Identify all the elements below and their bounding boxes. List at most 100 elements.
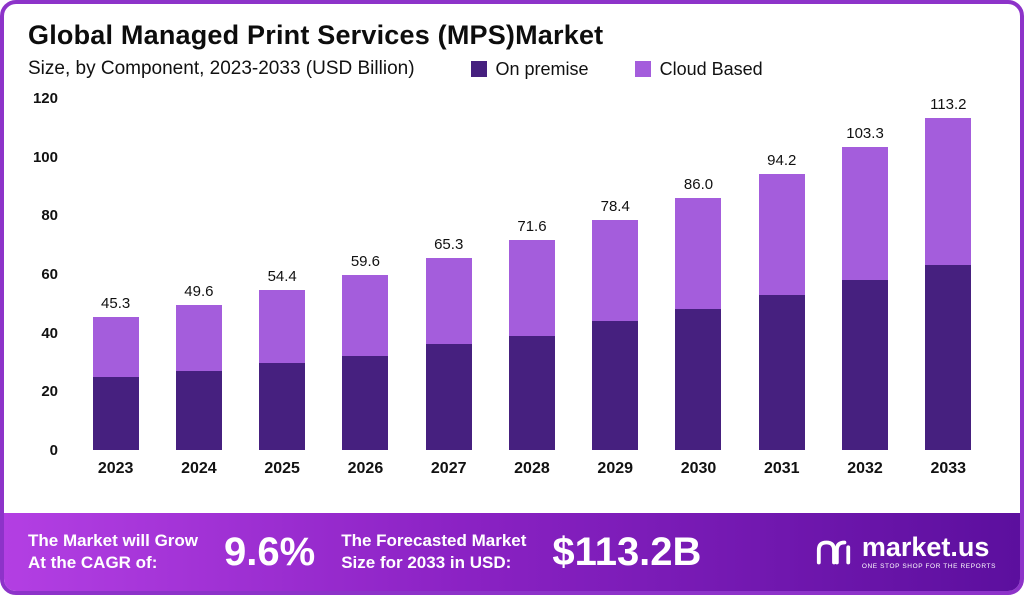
bars: 45.3 49.6 54.4 59.6 65.3 71.6 78.4 86.0 94.2 103.…: [68, 96, 996, 450]
bar-total-label: 78.4: [600, 198, 630, 216]
bar-total-label: 49.6: [184, 282, 214, 300]
y-tick-label: 40: [41, 324, 58, 342]
x-axis-label: 2031: [763, 460, 800, 477]
chart-header: Global Managed Print Services (MPS)Marke…: [4, 4, 1020, 80]
stacked-bar: [92, 317, 139, 450]
cloud-based-segment: [592, 220, 639, 321]
cloud-based-segment: [925, 117, 972, 266]
bar-group: 113.2: [907, 96, 990, 450]
x-axis-label: 2026: [347, 460, 384, 477]
on-premise-segment: [259, 363, 306, 450]
legend-label-cloud-based: Cloud Based: [659, 58, 763, 79]
stacked-bar: [342, 275, 389, 450]
bar-group: 65.3: [407, 236, 490, 450]
x-axis-label: 2027: [430, 460, 467, 477]
bar-total-label: 94.2: [767, 151, 797, 169]
x-axis-label: 2023: [97, 460, 134, 477]
banner-left-line2: At the CAGR of:: [28, 553, 158, 572]
on-premise-segment: [508, 335, 555, 450]
bar-group: 94.2: [740, 152, 823, 450]
stacked-bar: [925, 117, 972, 450]
on-premise-segment: [425, 344, 472, 450]
on-premise-segment: [758, 294, 805, 450]
stacked-bar: [758, 173, 805, 450]
y-tick-label: 20: [41, 383, 58, 401]
on-premise-segment: [675, 309, 722, 450]
on-premise-segment: [925, 265, 972, 450]
bar-group: 78.4: [574, 198, 657, 450]
on-premise-segment: [342, 356, 389, 450]
on-premise-segment: [92, 376, 139, 450]
bar-total-label: 65.3: [434, 236, 464, 254]
bar-group: 59.6: [324, 253, 407, 450]
bar-total-label: 113.2: [930, 95, 967, 113]
stacked-bar: [592, 220, 639, 450]
bar-total-label: 71.6: [517, 217, 547, 235]
y-axis: 0 20 40 60 80 100 120: [22, 90, 68, 459]
y-tick-label: 80: [41, 207, 58, 225]
logo-tagline: ONE STOP SHOP FOR THE REPORTS: [861, 562, 996, 570]
cloud-based-segment: [842, 147, 889, 280]
x-axis-label: 2029: [597, 460, 634, 477]
banner-left-line1: The Market will Grow: [28, 530, 199, 550]
banner-right-line2: Size for 2033 in USD:: [341, 553, 512, 572]
plot-area: 0 20 40 60 80 100 120 45.3 49.6 54.4 59.6 65.3 71.6…: [22, 90, 996, 459]
stacked-bar: [675, 197, 722, 450]
legend-label-on-premise: On premise: [495, 58, 589, 79]
stacked-bar: [175, 304, 222, 450]
on-premise-segment: [842, 279, 889, 450]
bar-total-label: 45.3: [101, 295, 131, 313]
banner-left-text: The Market will Grow At the CAGR of:: [28, 530, 198, 574]
x-axis-label: 2025: [264, 460, 300, 477]
bar-group: 71.6: [490, 218, 573, 450]
footer-banner: The Market will Grow At the CAGR of: 9.6…: [4, 513, 1020, 591]
stacked-bar: [842, 147, 889, 450]
legend: On premise Cloud Based: [470, 58, 763, 80]
legend-item-on-premise: On premise: [470, 58, 589, 80]
banner-right-text: The Forecasted Market Size for 2033 in U…: [341, 530, 526, 574]
bar-total-label: 86.0: [683, 175, 714, 193]
cloud-based-segment: [425, 258, 472, 345]
cloud-based-segment: [342, 275, 389, 357]
y-tick-label: 60: [41, 266, 58, 283]
x-labels: 2023 2024 2025 2026 2027 2028 2029 2030 2031 2032…: [68, 460, 996, 478]
bar-group: 45.3: [74, 295, 157, 450]
stacked-bar: [259, 290, 306, 450]
y-tick-label: 120: [32, 90, 58, 107]
cloud-based-segment: [758, 173, 805, 295]
cloud-based-segment: [92, 317, 139, 377]
marketus-logo-icon: [816, 540, 850, 565]
logo-text: market.us: [861, 531, 990, 562]
bar-total-label: 103.3: [846, 125, 884, 142]
chart-subtitle: Size, by Component, 2023-2033 (USD Billi…: [28, 58, 415, 79]
cloud-based-segment: [508, 239, 555, 336]
x-axis-label: 2030: [680, 460, 717, 477]
x-axis-label: 2032: [847, 460, 883, 477]
bar-total-label: 59.6: [350, 253, 381, 271]
bar-group: 103.3: [823, 125, 906, 450]
forecast-value: $113.2B: [552, 529, 702, 574]
chart-title: Global Managed Print Services (MPS)Marke…: [28, 20, 604, 50]
stacked-bar: [425, 258, 472, 450]
on-premise-segment: [175, 370, 222, 450]
cloud-based-segment: [259, 290, 306, 364]
marketus-logo[interactable]: market.us ONE STOP SHOP FOR THE REPORTS: [815, 531, 996, 571]
banner-right-line1: The Forecasted Market: [341, 530, 527, 550]
x-axis-label: 2024: [181, 460, 217, 477]
bar-group: 54.4: [241, 268, 324, 450]
cloud-based-segment: [175, 304, 222, 371]
x-axis-label: 2028: [514, 460, 550, 477]
x-axis-label: 2033: [930, 460, 967, 477]
legend-item-cloud-based: Cloud Based: [634, 58, 763, 80]
legend-swatch-on-premise: [470, 61, 487, 77]
bar-group: 49.6: [157, 283, 240, 450]
on-premise-segment: [592, 320, 639, 450]
cagr-value: 9.6%: [224, 529, 316, 574]
y-tick-label: 100: [32, 148, 58, 166]
cloud-based-segment: [675, 197, 722, 310]
legend-swatch-cloud-based: [634, 61, 651, 77]
stacked-bar: [508, 239, 555, 450]
y-tick-label: 0: [49, 442, 58, 459]
bar-group: 86.0: [657, 176, 740, 450]
